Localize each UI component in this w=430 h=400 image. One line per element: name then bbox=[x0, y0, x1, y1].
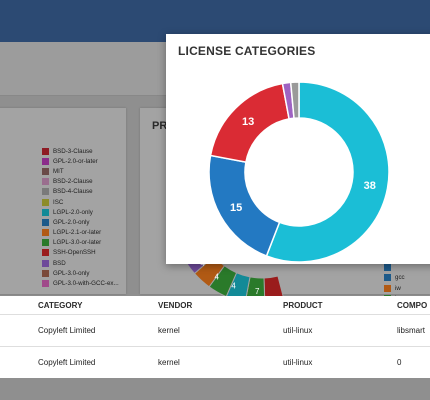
legend-swatch bbox=[42, 167, 49, 175]
component-legend-item[interactable]: gcc bbox=[384, 273, 412, 284]
donut-slice[interactable] bbox=[265, 81, 390, 263]
cell-component: libsmart bbox=[397, 326, 426, 335]
license-legend-item[interactable]: MIT bbox=[42, 166, 119, 176]
background-donut-label: 7 bbox=[255, 287, 260, 296]
page-footer-area bbox=[0, 378, 430, 400]
legend-swatch bbox=[42, 259, 49, 267]
license-legend-item[interactable]: BSD bbox=[42, 258, 119, 268]
legend-label: gcc bbox=[395, 274, 405, 282]
cell-vendor: kernel bbox=[158, 358, 180, 367]
donut-slice[interactable] bbox=[208, 154, 281, 257]
legend-swatch bbox=[42, 157, 49, 165]
legend-label: BSD-4-Clause bbox=[53, 188, 93, 196]
legend-swatch bbox=[42, 208, 49, 216]
license-legend-item[interactable]: GPL-3.0-with-GCC-ex... bbox=[42, 278, 119, 288]
license-legend-panel bbox=[0, 108, 126, 294]
legend-swatch bbox=[42, 229, 49, 237]
license-legend-item[interactable]: GPL-2.0-or-later bbox=[42, 156, 119, 166]
license-legend-item[interactable]: BSD-2-Clause bbox=[42, 177, 119, 187]
legend-swatch bbox=[42, 147, 49, 155]
legend-label: iw bbox=[395, 284, 401, 292]
legend-label: GPL-2.0-only bbox=[53, 218, 90, 226]
legend-label: ISC bbox=[53, 198, 64, 206]
cell-category: Copyleft Limited bbox=[38, 358, 96, 367]
legend-label: BSD bbox=[53, 259, 66, 267]
legend-swatch bbox=[384, 284, 391, 292]
legend-label: LGPL-2.0-only bbox=[53, 208, 93, 216]
column-header-category[interactable]: CATEGORY bbox=[38, 300, 83, 310]
legend-label: GPL-3.0-with-GCC-ex... bbox=[53, 280, 119, 288]
legend-swatch bbox=[42, 249, 49, 257]
legend-swatch bbox=[384, 274, 391, 282]
column-header-product[interactable]: PRODUCT bbox=[283, 300, 323, 310]
donut-slice-label: 15 bbox=[230, 202, 242, 214]
license-legend-item[interactable]: SSH-OpenSSH bbox=[42, 248, 119, 258]
legend-swatch bbox=[42, 178, 49, 186]
legend-swatch bbox=[384, 263, 391, 271]
column-header-component[interactable]: COMPO bbox=[397, 300, 428, 310]
legend-label: LGPL-3.0-or-later bbox=[53, 239, 102, 247]
legend-swatch bbox=[42, 188, 49, 196]
license-legend-item[interactable]: BSD-3-Clause bbox=[42, 146, 119, 156]
license-legend-item[interactable]: GPL-3.0-only bbox=[42, 268, 119, 278]
legend-swatch bbox=[42, 218, 49, 226]
cell-product: util-linux bbox=[283, 358, 313, 367]
license-legend-item[interactable]: BSD-4-Clause bbox=[42, 187, 119, 197]
license-categories-modal: LICENSE CATEGORIES 38 15 13 bbox=[166, 34, 430, 264]
column-header-vendor[interactable]: VENDOR bbox=[158, 300, 193, 310]
donut-slice[interactable] bbox=[289, 81, 300, 120]
cell-product: util-linux bbox=[283, 326, 313, 335]
legend-label: MIT bbox=[53, 167, 64, 175]
legend-swatch bbox=[42, 280, 49, 288]
license-legend-item[interactable]: GPL-2.0-only bbox=[42, 217, 119, 227]
component-legend-item[interactable] bbox=[384, 262, 412, 273]
license-legend-item[interactable]: LGPL-3.0-or-later bbox=[42, 238, 119, 248]
legend-label: BSD-3-Clause bbox=[53, 147, 93, 155]
legend-swatch bbox=[42, 269, 49, 277]
cell-category: Copyleft Limited bbox=[38, 326, 96, 335]
components-table: CATEGORY VENDOR PRODUCT COMPO r Copyleft… bbox=[0, 296, 430, 378]
legend-label: GPL-3.0-only bbox=[53, 269, 90, 277]
donut-slice-label: 38 bbox=[364, 180, 376, 192]
modal-title: LICENSE CATEGORIES bbox=[178, 44, 316, 58]
legend-label: SSH-OpenSSH bbox=[53, 249, 96, 257]
legend-swatch bbox=[42, 239, 49, 247]
table-row[interactable]: r Copyleft Limited kernel util-linux lib… bbox=[0, 314, 430, 346]
background-donut-label: 4 bbox=[215, 272, 220, 281]
donut-slice-label: 13 bbox=[242, 116, 254, 128]
legend-swatch bbox=[42, 198, 49, 206]
legend-label: GPL-2.0-or-later bbox=[53, 157, 98, 165]
license-legend: BSD-3-Clause GPL-2.0-or-later MIT BSD-2-Cla… bbox=[42, 146, 119, 289]
table-header: CATEGORY VENDOR PRODUCT COMPO bbox=[0, 296, 430, 314]
legend-label: BSD-2-Clause bbox=[53, 178, 93, 186]
component-legend-item[interactable]: iw bbox=[384, 283, 412, 294]
license-categories-donut-chart: 38 15 13 bbox=[208, 81, 390, 263]
license-legend-item[interactable]: ISC bbox=[42, 197, 119, 207]
cell-vendor: kernel bbox=[158, 326, 180, 335]
background-donut-label: 4 bbox=[231, 282, 236, 291]
legend-label: LGPL-2.1-or-later bbox=[53, 229, 102, 237]
cell-component: 0 bbox=[397, 358, 402, 367]
table-row[interactable]: Copyleft Limited kernel util-linux 0 bbox=[0, 346, 430, 378]
license-legend-item[interactable]: LGPL-2.1-or-later bbox=[42, 228, 119, 238]
license-legend-item[interactable]: LGPL-2.0-only bbox=[42, 207, 119, 217]
